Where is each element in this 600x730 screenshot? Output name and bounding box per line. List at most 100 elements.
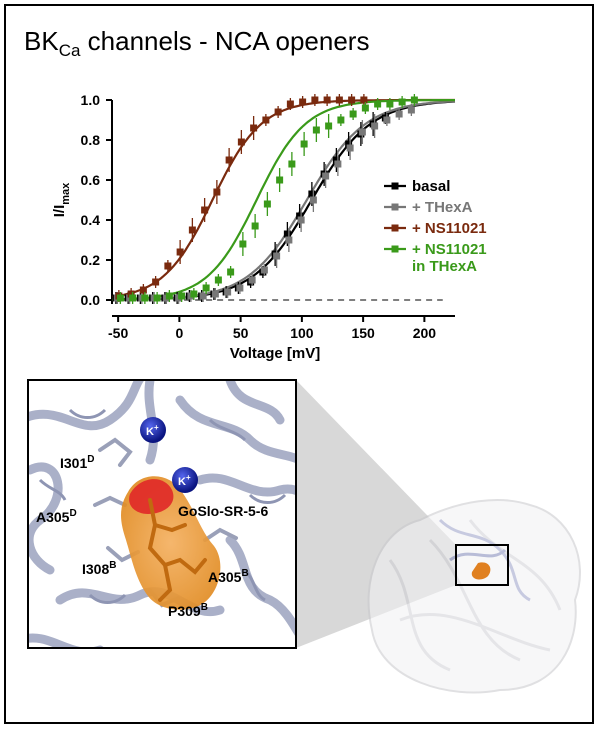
x-axis-label: Voltage [mV] xyxy=(230,345,321,362)
x-tick-label: 50 xyxy=(233,325,249,341)
data-point xyxy=(176,248,184,256)
zoom-region-ligand xyxy=(471,562,491,580)
data-point xyxy=(309,196,317,204)
ligand-head xyxy=(129,479,174,514)
y-tick-label: 0.0 xyxy=(81,292,101,308)
data-point xyxy=(260,266,268,274)
data-point xyxy=(152,278,160,286)
zoom-region-marker xyxy=(455,544,509,586)
ion-label-middle: K+ xyxy=(178,473,191,488)
y-tick-label: 0.8 xyxy=(81,132,101,148)
y-tick-label: 0.2 xyxy=(81,252,101,268)
legend-swatch-marker xyxy=(391,224,399,232)
data-point xyxy=(312,126,320,134)
data-point xyxy=(337,116,345,124)
data-point xyxy=(346,144,354,152)
potassium-ion-middle xyxy=(172,467,198,493)
data-point xyxy=(395,110,403,118)
data-point xyxy=(227,268,235,276)
data-point xyxy=(263,200,271,208)
data-point xyxy=(345,140,353,148)
data-point xyxy=(213,188,221,196)
data-point xyxy=(386,100,394,108)
data-point xyxy=(225,156,233,164)
data-point xyxy=(141,294,149,302)
data-point xyxy=(237,138,245,146)
data-point xyxy=(214,276,222,284)
data-point xyxy=(308,190,316,198)
data-point xyxy=(190,290,198,298)
residue-label-i301d: I301D xyxy=(60,454,94,471)
y-tick-label: 1.0 xyxy=(81,92,101,108)
data-point xyxy=(178,292,186,300)
legend-swatch-marker xyxy=(391,203,399,211)
residue-label-a305b: A305B xyxy=(208,568,249,585)
y-axis-label: I/Imax xyxy=(51,182,72,217)
ligand-label: GoSlo-SR-5-6 xyxy=(178,503,268,519)
data-point xyxy=(127,290,135,298)
inset-box-border xyxy=(27,379,297,649)
data-point xyxy=(325,122,333,130)
data-point xyxy=(199,292,207,300)
data-point xyxy=(116,294,124,302)
data-point xyxy=(360,96,368,104)
ion-label-top: K+ xyxy=(146,423,159,438)
legend-label: + NS11021 xyxy=(412,220,487,237)
x-tick-label: -50 xyxy=(108,325,128,341)
data-point xyxy=(139,286,147,294)
x-tick-label: 0 xyxy=(175,325,183,341)
data-point xyxy=(332,156,340,164)
legend-label: + THexA xyxy=(412,199,473,216)
data-point xyxy=(164,262,172,270)
data-point xyxy=(374,100,382,108)
data-point xyxy=(407,106,415,114)
data-point xyxy=(296,212,304,220)
data-point xyxy=(288,160,296,168)
data-point xyxy=(322,172,330,180)
data-point xyxy=(410,96,418,104)
figure-title: BKCa channels - NCA openers xyxy=(24,26,370,61)
data-point xyxy=(276,176,284,184)
data-point xyxy=(129,294,137,302)
data-point xyxy=(188,226,196,234)
data-point xyxy=(323,96,331,104)
residue-label-i308b: I308B xyxy=(82,560,116,577)
data-point xyxy=(285,236,293,244)
ribbon-structure xyxy=(28,380,296,648)
activation-chart: 0.0 0.2 0.4 0.6 0.8 1.0 -50 0 50 100 150 200 basal +… xyxy=(51,92,487,362)
legend-label: + NS11021 xyxy=(412,241,487,258)
x-tick-label: 100 xyxy=(290,325,314,341)
legend-label: in THexA xyxy=(412,258,477,275)
data-point xyxy=(250,124,258,132)
residue-label-p309b: P309B xyxy=(168,602,208,619)
data-point xyxy=(349,110,357,118)
data-point xyxy=(286,100,294,108)
data-point xyxy=(153,294,161,302)
y-tick-label: 0.4 xyxy=(81,212,101,228)
data-point xyxy=(283,230,291,238)
data-point xyxy=(371,122,379,130)
data-point xyxy=(248,276,256,284)
legend-swatch-marker xyxy=(391,245,399,253)
legend-label: basal xyxy=(412,178,450,195)
data-point xyxy=(311,96,319,104)
data-points xyxy=(112,94,418,304)
data-point xyxy=(224,288,232,296)
residue-label-a305d: A305D xyxy=(36,508,77,525)
data-point xyxy=(239,240,247,248)
data-point xyxy=(202,284,210,292)
ligand-sticks xyxy=(147,498,207,602)
data-point xyxy=(211,290,219,298)
data-point xyxy=(236,284,244,292)
x-tick-label: 200 xyxy=(413,325,437,341)
data-point xyxy=(335,96,343,104)
data-point xyxy=(165,292,173,300)
data-point xyxy=(358,128,366,136)
chart-axes: 0.0 0.2 0.4 0.6 0.8 1.0 -50 0 50 100 150 200 xyxy=(81,92,455,341)
data-point xyxy=(273,252,281,260)
data-point xyxy=(300,140,308,148)
y-tick-label: 0.6 xyxy=(81,172,101,188)
data-point xyxy=(398,98,406,106)
data-point xyxy=(297,216,305,224)
